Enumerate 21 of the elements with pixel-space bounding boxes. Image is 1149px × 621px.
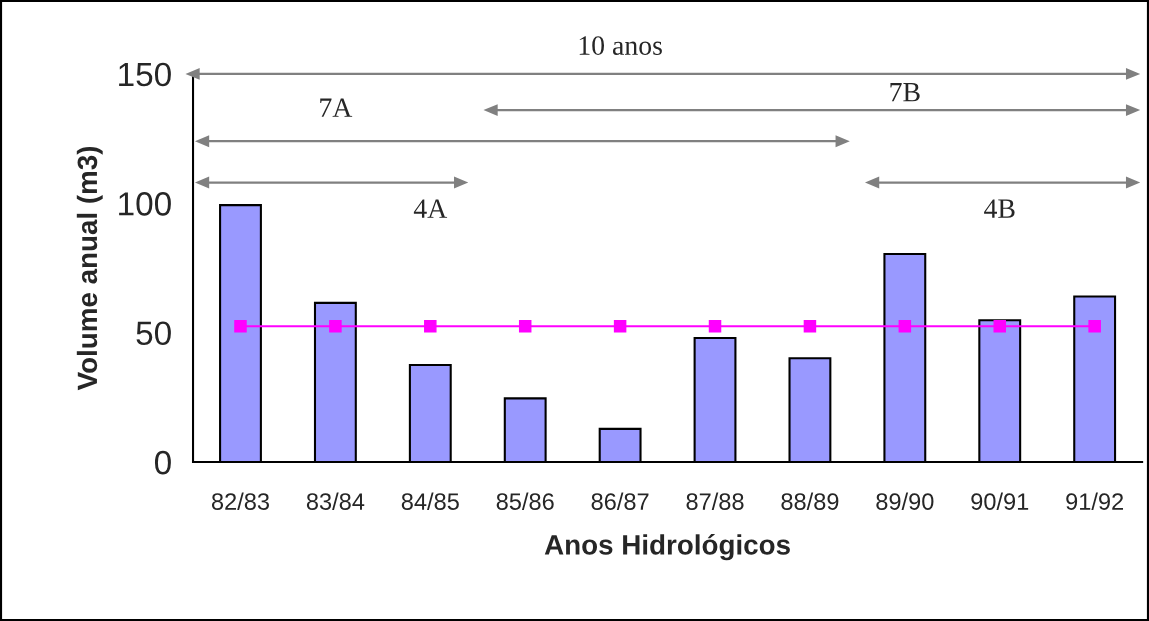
x-tick-label: 88/89	[781, 492, 839, 510]
x-axis-title: Anos Hidrológicos	[544, 534, 790, 561]
y-axis-title: Volume anual (m3)	[76, 146, 103, 391]
y-tick-label: 50	[136, 321, 171, 346]
x-tick-label: 82/83	[211, 492, 269, 510]
x-tick-label: 91/92	[1066, 492, 1124, 510]
annotation: 7B	[890, 83, 920, 102]
y-tick-label: 0	[154, 450, 171, 475]
y-tick-label: 150	[119, 62, 171, 87]
x-tick-label: 85/86	[496, 492, 554, 510]
x-tick-label: 83/84	[306, 492, 365, 510]
y-tick-label: 100	[119, 192, 171, 216]
annotation: 4A	[413, 199, 448, 218]
annotation: 7A	[320, 98, 353, 117]
text: 10 anos	[579, 36, 662, 55]
annotation: 4B	[984, 199, 1015, 218]
x-tick-label: 86/87	[591, 492, 649, 510]
x-tick-label: 89/90	[876, 492, 934, 510]
x-tick-label: 90/91	[971, 492, 1029, 510]
x-tick-label: 84/85	[401, 492, 459, 510]
x-tick-label: 87/88	[686, 492, 744, 510]
